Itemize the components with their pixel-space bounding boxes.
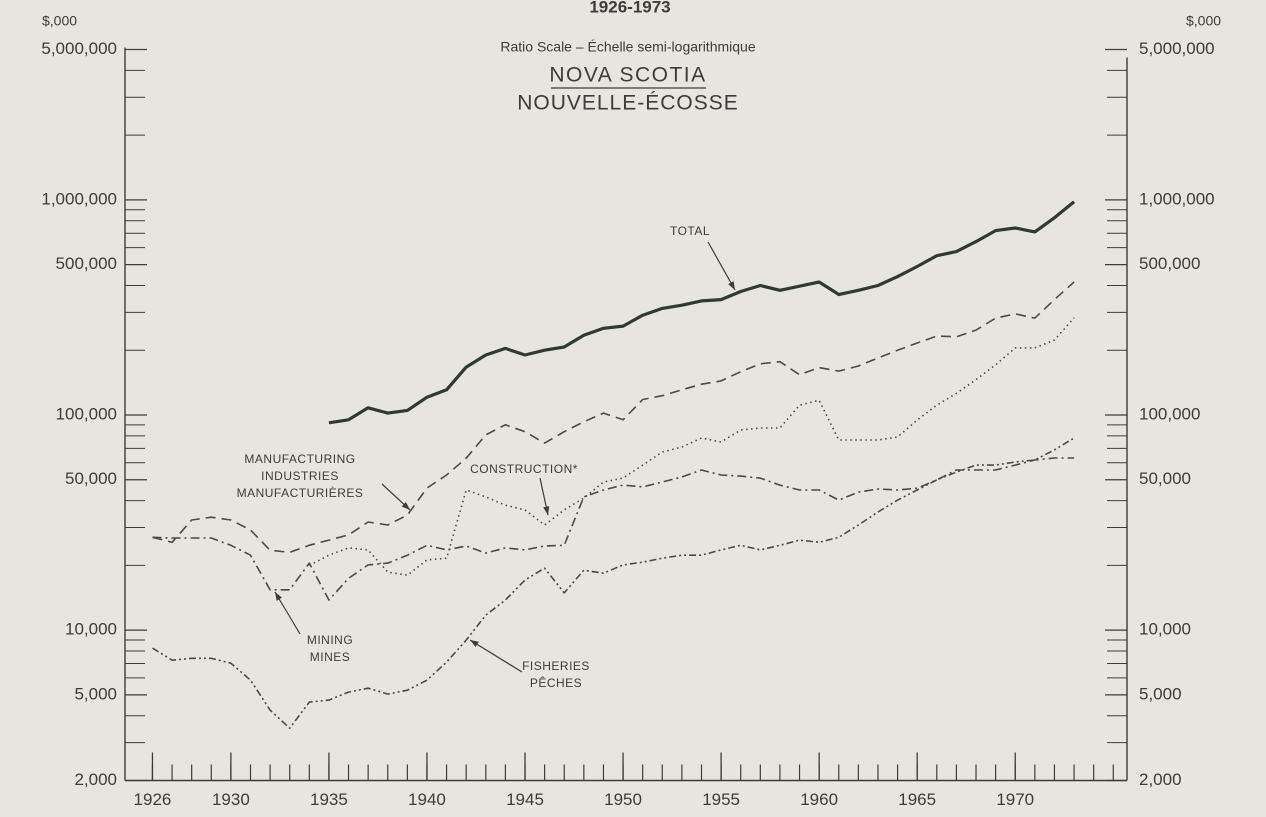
annotation-arrowhead bbox=[543, 506, 550, 515]
y2-tick-label: 100,000 bbox=[1139, 404, 1200, 423]
annotation-arrowhead bbox=[470, 640, 479, 648]
x-tick-label: 1970 bbox=[996, 790, 1034, 809]
y2-tick-label: 5,000,000 bbox=[1139, 39, 1215, 58]
series-annotation: MANUFACTURIÈRES bbox=[237, 485, 364, 500]
series-annotation: TOTAL bbox=[670, 224, 710, 238]
subtitle: Ratio Scale – Échelle semi-logarithmique bbox=[500, 39, 755, 55]
annotation-leader bbox=[707, 241, 736, 291]
chart-title: 1926-1973 bbox=[589, 0, 670, 16]
x-tick-label: 1940 bbox=[408, 790, 446, 809]
series-annotation: MINING bbox=[307, 633, 353, 647]
series-line bbox=[152, 457, 1075, 601]
region-fr: NOUVELLE-ÉCOSSE bbox=[517, 92, 739, 115]
y2-tick-label: 1,000,000 bbox=[1139, 189, 1215, 208]
y-tick-label: 500,000 bbox=[56, 254, 117, 273]
x-tick-label: 1955 bbox=[702, 790, 740, 809]
series-annotation: INDUSTRIES bbox=[261, 469, 339, 483]
series-annotation: MINES bbox=[310, 650, 351, 664]
x-tick-label: 1930 bbox=[212, 790, 250, 809]
series-line bbox=[308, 317, 1075, 576]
region-en: NOVA SCOTIA bbox=[549, 64, 706, 87]
y2-tick-label: 2,000 bbox=[1139, 770, 1182, 789]
series-annotation: CONSTRUCTION* bbox=[470, 462, 578, 476]
x-tick-label: 1960 bbox=[800, 790, 838, 809]
y2-unit: $,000 bbox=[1186, 13, 1221, 29]
y-tick-label: 5,000 bbox=[74, 684, 117, 703]
series-annotation: PÊCHES bbox=[530, 675, 582, 690]
series-annotation: FISHERIES bbox=[522, 659, 590, 673]
x-tick-label: 1945 bbox=[506, 790, 544, 809]
y-tick-label: 5,000,000 bbox=[41, 39, 117, 58]
x-tick-label: 1926 bbox=[134, 790, 172, 809]
series-line bbox=[328, 200, 1076, 425]
y2-tick-label: 500,000 bbox=[1139, 254, 1200, 273]
y2-tick-label: 10,000 bbox=[1139, 620, 1191, 639]
series-line bbox=[152, 437, 1075, 729]
y2-tick-label: 5,000 bbox=[1139, 684, 1182, 703]
annotation-arrowhead bbox=[275, 592, 282, 601]
y-tick-label: 1,000,000 bbox=[41, 189, 117, 208]
y-tick-label: 2,000 bbox=[74, 770, 117, 789]
series-line bbox=[152, 281, 1075, 554]
x-tick-label: 1950 bbox=[604, 790, 642, 809]
annotation-arrowhead bbox=[728, 281, 735, 290]
y-tick-label: 10,000 bbox=[65, 620, 117, 639]
annotation-arrowhead bbox=[401, 501, 410, 510]
y-unit: $,000 bbox=[42, 13, 77, 29]
y-tick-label: 100,000 bbox=[56, 404, 117, 423]
y2-tick-label: 50,000 bbox=[1139, 469, 1191, 488]
x-tick-label: 1965 bbox=[898, 790, 936, 809]
x-tick-label: 1935 bbox=[310, 790, 348, 809]
y-tick-label: 50,000 bbox=[65, 469, 117, 488]
annotation-leader bbox=[469, 639, 523, 673]
series-annotation: MANUFACTURING bbox=[244, 452, 355, 466]
